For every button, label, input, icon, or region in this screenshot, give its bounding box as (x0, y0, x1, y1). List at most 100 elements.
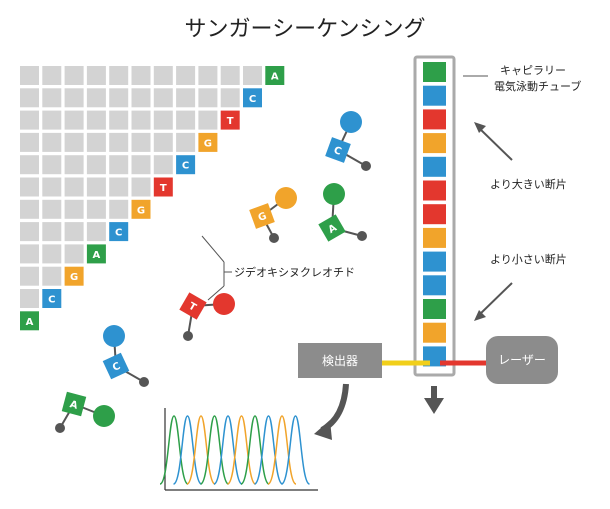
ddntp-pointer (201, 235, 232, 301)
grid-cell (20, 266, 39, 286)
grid-cell (20, 177, 39, 197)
staircase-nucleotide (176, 155, 196, 175)
grid-cell (20, 199, 39, 219)
staircase-nucleotide (153, 177, 173, 197)
grid-cell (109, 199, 129, 219)
grid-cell (64, 244, 84, 264)
staircase-nucleotide-label: A (271, 72, 279, 83)
arrow-down-icon (474, 282, 513, 321)
free-nucleotide: A (55, 391, 115, 433)
grid-cell (64, 66, 84, 85)
staircase-fragments: A C T G C T G C A G C A (20, 66, 285, 331)
free-nucleotide-label: C (111, 361, 122, 374)
grid-cell (20, 222, 39, 242)
grid-cell (86, 132, 106, 152)
free-nucleotide-label: A (68, 399, 79, 412)
staircase-nucleotide (42, 289, 62, 308)
grid-cell (153, 155, 173, 175)
chromatogram-peak (213, 415, 243, 485)
capillary-band (423, 299, 446, 319)
grid-cell (220, 66, 240, 85)
laser-label: レーザー (498, 353, 546, 367)
capillary-band (423, 227, 446, 248)
free-nucleotide-label: G (257, 211, 268, 224)
capillary-band (423, 62, 446, 82)
staircase-nucleotide (20, 311, 39, 331)
capillary-bands (423, 62, 446, 367)
curved-arrow-icon (314, 383, 349, 440)
grid-cell (176, 110, 196, 130)
grid-cell (86, 222, 106, 242)
grid-cell (42, 222, 62, 242)
detector-box (298, 343, 382, 378)
staircase-nucleotide-label: A (26, 317, 34, 328)
grid-cell (86, 88, 106, 108)
grid-cell (131, 177, 151, 197)
larger-fragments-label: より大きい断片 (490, 177, 567, 191)
grid-cell (131, 132, 151, 152)
grid-cell (20, 155, 39, 175)
staircase-nucleotide-label: A (93, 250, 101, 261)
grid-cell (198, 110, 218, 130)
staircase-nucleotide (243, 88, 262, 108)
chromatogram-peak (186, 415, 216, 485)
staircase-nucleotide-label: T (227, 116, 234, 127)
staircase-nucleotide (220, 110, 240, 130)
chromatogram-peak (199, 415, 230, 485)
staircase-nucleotide-label: C (182, 161, 189, 172)
capillary-band (423, 109, 446, 130)
capillary-band (423, 275, 446, 296)
grid-cell (220, 88, 240, 108)
free-nucleotide: C (325, 111, 371, 171)
chromatogram-peak (267, 415, 297, 485)
staircase-nucleotide-label: C (115, 228, 122, 239)
capillary-band (423, 156, 446, 177)
capillary-band (423, 251, 446, 272)
grid-cell (198, 88, 218, 108)
grid-cell (131, 88, 151, 108)
grid-cell (20, 132, 39, 152)
grid-cell (20, 88, 39, 108)
grid-cell (42, 66, 62, 85)
staircase-nucleotide (109, 222, 129, 242)
staircase-nucleotide (198, 132, 218, 152)
ddntp-label: ジデオキシヌクレオチド (234, 265, 355, 279)
grid-cell (64, 155, 84, 175)
grid-cell (42, 88, 62, 108)
grid-cell (20, 66, 39, 85)
staircase-nucleotide-label: G (137, 205, 145, 216)
free-nucleotide: A (318, 183, 367, 242)
grid-cell (109, 132, 129, 152)
staircase-nucleotide (64, 266, 84, 286)
grid-cell (64, 88, 84, 108)
capillary-band (423, 204, 446, 225)
capillary-band (423, 85, 446, 106)
staircase-nucleotide-label: C (249, 94, 256, 105)
chromatogram-peak (159, 415, 189, 485)
grid-cell (198, 66, 218, 85)
grid-cell (64, 177, 84, 197)
grid-cell (131, 110, 151, 130)
grid-cell (42, 177, 62, 197)
grid-cell (109, 177, 129, 197)
chromatogram-peak (226, 415, 257, 485)
free-nucleotides: C G A T C A (55, 111, 371, 433)
grid-cell (243, 66, 262, 85)
staircase-nucleotide (86, 244, 106, 264)
staircase-nucleotide-label: G (204, 138, 212, 149)
capillary-label-line1: キャピラリー (500, 64, 566, 77)
grid-cell (153, 88, 173, 108)
grid-cell (20, 110, 39, 130)
smaller-fragments-label: より小さい断片 (490, 252, 567, 266)
sequence-grid (20, 66, 262, 308)
grid-cell (176, 66, 196, 85)
grid-cell (42, 132, 62, 152)
grid-cell (176, 132, 196, 152)
capillary-band (423, 322, 446, 343)
chromatogram (159, 408, 318, 491)
capillary-band (423, 133, 446, 154)
grid-cell (86, 199, 106, 219)
detector-label: 検出器 (322, 354, 358, 368)
free-nucleotide-label: T (187, 301, 199, 314)
